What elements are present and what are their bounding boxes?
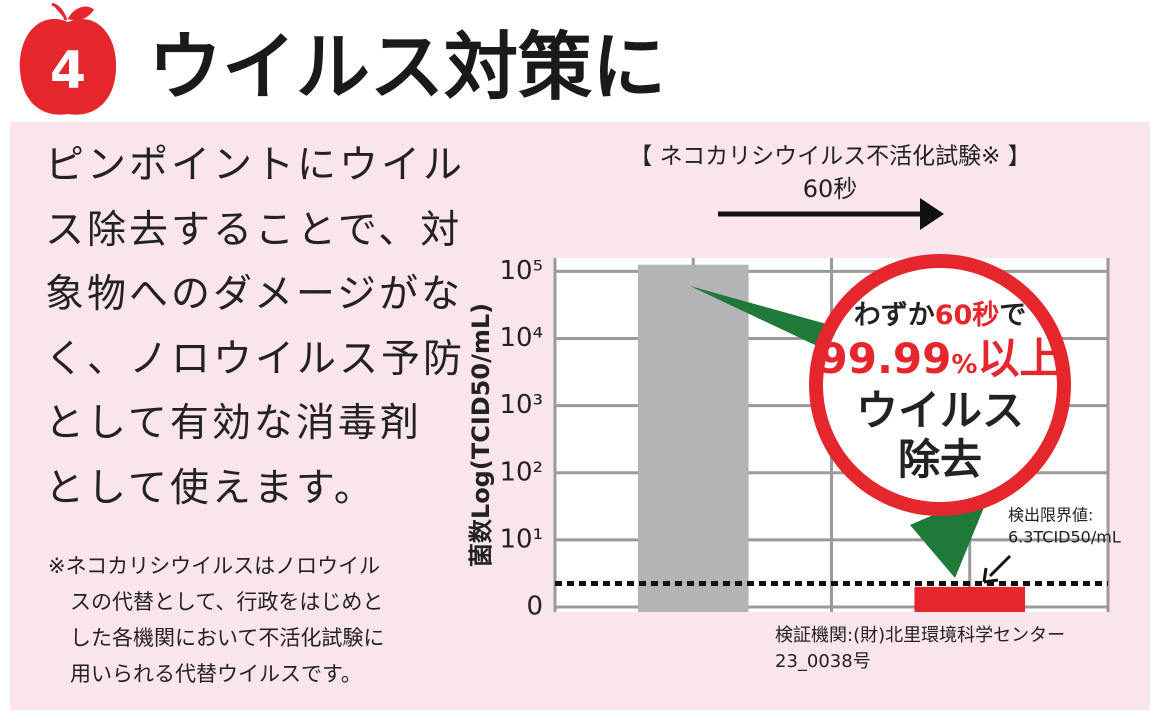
callout-text: わずか: [853, 300, 935, 331]
y-tick-label: 10⁴: [499, 323, 543, 353]
callout-text: ウイルス: [855, 386, 1024, 436]
callout-over: 以上: [977, 334, 1062, 384]
y-tick-label: 10³: [499, 390, 543, 420]
note-line: した各機関において不活化試験に: [70, 626, 385, 650]
header-title: ウイルス対策に: [148, 25, 666, 111]
note-line: ※ネコカリシウイルスはノロウイル: [48, 554, 381, 578]
y-tick-label: 10¹: [499, 524, 543, 554]
chart-title: 【 ネコカリシウイルス不活化試験※ 】: [629, 144, 1030, 170]
note-line: スの代替として、行政をはじめと: [70, 590, 384, 614]
y-tick-label: 0: [526, 592, 543, 622]
header-number: 4: [50, 41, 86, 101]
apple: [19, 18, 117, 115]
source: 23_0038号: [775, 651, 871, 672]
time-arrow-head: [920, 198, 944, 230]
bar: [637, 264, 749, 612]
time-label: 60秒: [803, 175, 858, 203]
callout-circle: [809, 254, 1071, 516]
description-line: ピンポイントにウイル: [45, 143, 466, 188]
detection-label: 6.3TCID50/mL: [1008, 528, 1121, 547]
description-line: ス除去することで、対: [45, 207, 463, 253]
apple-leaf: [51, 2, 95, 21]
description-line: として使えます。: [45, 465, 376, 511]
y-axis-title: 菌数Log(TCID50/mL): [467, 303, 495, 567]
callout: わずか60秒で 99.99%以上 ウイルス 除去: [815, 300, 1065, 484]
callout-text: で: [999, 300, 1027, 331]
description-line: く、ノロウイルス予防: [45, 336, 466, 382]
source: 検証機関:(財)北里環境科学センター: [775, 625, 1065, 646]
limit-arrow: [982, 554, 1012, 584]
description-line: として有効な消毒剤: [45, 401, 422, 446]
note-line: 用いられる代替ウイルスです。: [70, 662, 362, 686]
callout-text: 除去: [897, 434, 982, 484]
callout-pct-unit: %: [951, 350, 978, 381]
callout-time: 60秒: [934, 300, 1000, 331]
y-tick-label: 10²: [499, 457, 543, 487]
y-tick-label: 10⁵: [499, 256, 543, 286]
detection-label: 検出限界値:: [1008, 506, 1093, 525]
bar: [914, 586, 1026, 612]
description-line: 象物へのダメージがな: [45, 272, 464, 317]
callout-pct: 99.99: [818, 334, 952, 384]
